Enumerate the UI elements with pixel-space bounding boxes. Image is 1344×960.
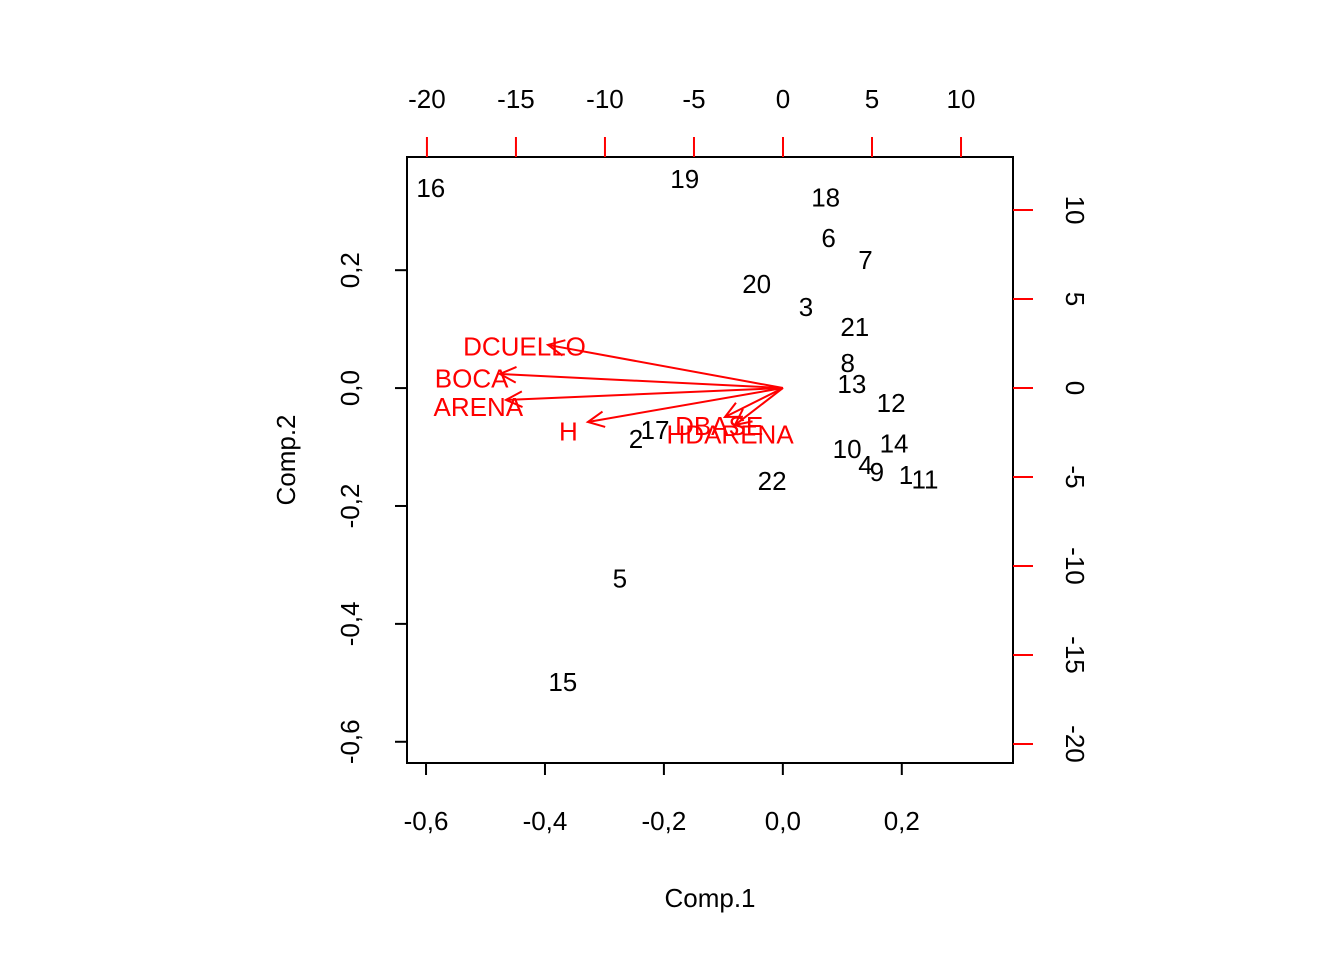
x-tick-label: -0,2 — [642, 806, 687, 836]
y-tick-label: -0,2 — [335, 484, 365, 529]
point-label: 3 — [799, 292, 813, 322]
y2-tick-label: -15 — [1060, 636, 1090, 674]
arrow-label: H — [559, 416, 578, 446]
point-label: 9 — [870, 457, 884, 487]
point-label: 20 — [742, 269, 771, 299]
loading-arrow — [505, 387, 784, 401]
y2-tick-label: 5 — [1060, 292, 1090, 306]
y2-tick-label: -10 — [1060, 547, 1090, 585]
loading-arrow — [499, 372, 784, 390]
point-label: 10 — [833, 434, 862, 464]
plot-frame — [406, 156, 1014, 764]
loading-arrow — [587, 387, 784, 423]
y2-tick-label: 0 — [1060, 381, 1090, 395]
point-label: 16 — [416, 173, 445, 203]
point-label: 4 — [858, 450, 872, 480]
point-label: 12 — [877, 388, 906, 418]
loading-arrow — [734, 387, 784, 426]
point-label: 1 — [899, 460, 913, 490]
x2-tick-label: -10 — [586, 84, 624, 114]
y-tick-label: -0,6 — [335, 719, 365, 764]
x2-tick-label: 5 — [865, 84, 879, 114]
x-tick-label: 0,2 — [884, 806, 920, 836]
point-label: 21 — [840, 312, 869, 342]
point-label: 2 — [629, 424, 643, 454]
loading-arrow — [724, 387, 784, 418]
arrow-head — [545, 339, 566, 357]
point-label: 17 — [641, 415, 670, 445]
point-label: 18 — [811, 182, 840, 212]
y-tick-label: -0,4 — [335, 601, 365, 646]
point-label: 15 — [548, 667, 577, 697]
x-tick-label: -0,4 — [523, 806, 568, 836]
point-label: 13 — [837, 369, 866, 399]
arrow-label: HDARENA — [667, 420, 795, 450]
x-tick-label: 0,0 — [765, 806, 801, 836]
y2-tick-label: 10 — [1060, 196, 1090, 225]
point-label: 6 — [821, 223, 835, 253]
x2-tick-label: 10 — [947, 84, 976, 114]
y-tick-label: 0,0 — [335, 370, 365, 406]
y2-tick-label: -20 — [1060, 725, 1090, 763]
loading-arrow — [547, 343, 784, 389]
arrow-label: BOCA — [435, 363, 509, 393]
arrow-head — [497, 366, 517, 384]
arrow-head — [503, 390, 523, 408]
y-axis-label: Comp.2 — [271, 414, 301, 505]
x2-tick-label: -15 — [497, 84, 535, 114]
y-tick-label: 0,2 — [335, 252, 365, 288]
arrow-label: DCUELLO — [463, 332, 586, 362]
x-axis-label: Comp.1 — [664, 883, 755, 913]
arrow-head — [722, 402, 743, 419]
arrow-label: ARENA — [433, 392, 523, 422]
x2-tick-label: -20 — [408, 84, 446, 114]
point-label: 19 — [670, 164, 699, 194]
x-tick-label: -0,6 — [404, 806, 449, 836]
arrow-head — [733, 408, 753, 427]
x2-tick-label: -5 — [682, 84, 705, 114]
y2-tick-label: -5 — [1060, 465, 1090, 488]
point-label: 5 — [613, 564, 627, 594]
point-label: 14 — [880, 429, 909, 459]
x2-tick-label: 0 — [776, 84, 790, 114]
arrow-head — [585, 410, 606, 428]
point-label: 7 — [858, 245, 872, 275]
point-label: 22 — [758, 466, 787, 496]
point-label: 11 — [911, 465, 938, 495]
point-label: 8 — [840, 348, 854, 378]
